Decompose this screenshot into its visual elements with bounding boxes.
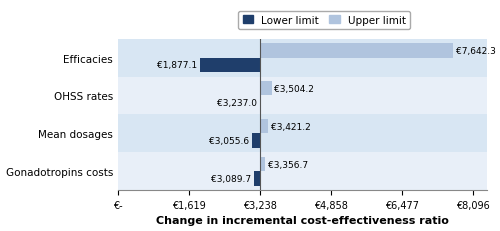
Text: €1,877.1: €1,877.1 <box>158 61 198 70</box>
Bar <box>118 115 487 153</box>
Text: €3,089.7: €3,089.7 <box>210 174 251 183</box>
Text: €3,504.2: €3,504.2 <box>274 84 314 93</box>
Text: €3,356.7: €3,356.7 <box>268 160 308 169</box>
Bar <box>252 134 260 148</box>
Bar <box>118 153 487 190</box>
Legend: Lower limit, Upper limit: Lower limit, Upper limit <box>238 12 410 30</box>
Text: €3,237.0: €3,237.0 <box>218 99 258 108</box>
Text: €3,055.6: €3,055.6 <box>209 137 250 146</box>
Bar <box>260 44 454 58</box>
Text: €3,421.2: €3,421.2 <box>270 122 310 131</box>
Bar <box>118 40 487 77</box>
Bar <box>260 119 268 134</box>
X-axis label: Change in incremental cost-effectiveness ratio: Change in incremental cost-effectiveness… <box>156 216 448 225</box>
Bar <box>200 58 260 73</box>
Bar <box>260 157 265 171</box>
Text: €7,642.3: €7,642.3 <box>456 47 496 56</box>
Bar <box>118 77 487 115</box>
Bar <box>254 171 260 186</box>
Bar <box>260 82 272 96</box>
